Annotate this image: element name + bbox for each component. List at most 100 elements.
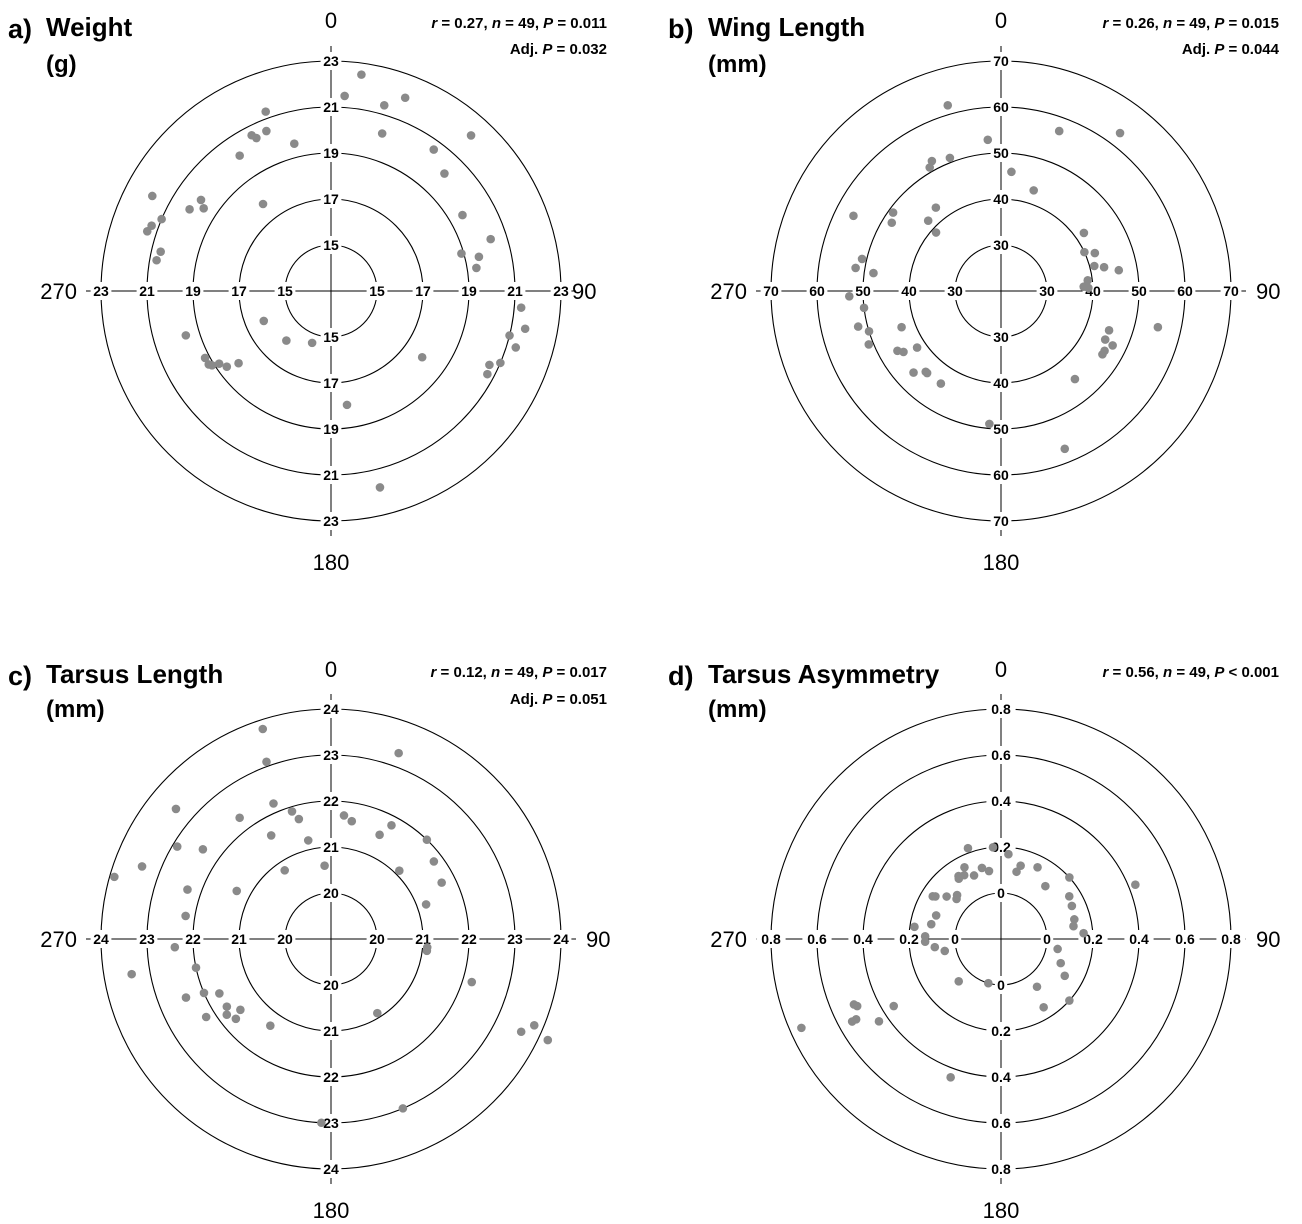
tick-label-bg: [1128, 282, 1150, 300]
data-point: [857, 254, 867, 264]
data-point: [196, 195, 206, 205]
angle-label-270: 270: [40, 927, 77, 952]
tick-label-right: 23: [507, 931, 523, 947]
data-point: [1090, 248, 1100, 258]
data-point: [204, 360, 214, 369]
panel-letter: c): [8, 661, 32, 691]
data-point: [110, 872, 119, 882]
data-point: [458, 210, 467, 220]
data-point: [909, 368, 918, 377]
data-point: [1033, 862, 1042, 872]
tick-label-left: 19: [185, 283, 201, 299]
data-point: [466, 131, 476, 140]
tick-label-left: 17: [231, 283, 247, 299]
data-point: [486, 234, 495, 244]
tick-label-bg: [986, 1114, 1016, 1132]
data-point: [931, 203, 941, 212]
tick-label-down: 30: [993, 329, 1009, 345]
tick-label-up: 20: [323, 885, 339, 901]
tick-label-up: 23: [323, 53, 339, 69]
tick-label-bg: [986, 792, 1016, 810]
tick-label-right: 15: [369, 283, 385, 299]
tick-label-bg: [986, 746, 1016, 764]
data-point: [1115, 128, 1125, 138]
tick-label-bg: [366, 930, 388, 948]
tick-label-left: 21: [139, 283, 155, 299]
data-point: [467, 977, 477, 987]
tick-label-up: 60: [993, 99, 1009, 115]
tick-label-bg: [1036, 282, 1058, 300]
tick-label-bg: [320, 1160, 342, 1178]
data-point: [171, 804, 181, 814]
angle-label-0: 0: [325, 657, 337, 682]
tick-label-bg: [412, 282, 434, 300]
tick-label-bg: [894, 930, 924, 948]
data-point: [191, 963, 201, 972]
tick-label-down: 50: [993, 421, 1009, 437]
tick-label-left: 24: [93, 931, 109, 947]
tick-label-left: 60: [809, 283, 825, 299]
data-point: [1053, 944, 1062, 954]
data-point: [888, 208, 898, 217]
data-point: [864, 340, 874, 349]
data-point: [474, 252, 484, 262]
data-point: [394, 748, 403, 758]
tick-label-bg: [986, 1022, 1016, 1040]
tick-label-bg: [136, 282, 158, 300]
stat-line-1: r = 0.56, n = 49, P < 0.001: [1103, 664, 1279, 681]
tick-label-bg: [320, 420, 342, 438]
data-point: [893, 346, 902, 356]
data-point: [1067, 901, 1077, 911]
tick-label-bg: [990, 328, 1012, 346]
tick-label-down: 0.8: [991, 1161, 1011, 1177]
tick-label-bg: [320, 746, 342, 764]
tick-label-left: 23: [93, 283, 109, 299]
data-point: [287, 807, 297, 816]
tick-label-bg: [320, 838, 342, 856]
data-point: [864, 327, 874, 336]
data-point: [959, 870, 969, 880]
data-point: [910, 922, 919, 932]
tick-label-right: 30: [1039, 283, 1055, 299]
tick-label-bg: [852, 282, 874, 300]
data-point: [222, 1010, 232, 1020]
data-point: [395, 866, 404, 875]
panel-unit: (g): [46, 51, 77, 78]
panel-title: Weight: [46, 12, 133, 42]
data-point: [1079, 928, 1088, 938]
tick-label-bg: [320, 466, 342, 484]
tick-label-bg: [986, 700, 1016, 718]
angle-label-270: 270: [710, 279, 747, 304]
tick-label-right: 17: [415, 283, 431, 299]
tick-label-bg: [228, 282, 250, 300]
tick-label-left: 22: [185, 931, 201, 947]
tick-label-left: 0.8: [761, 931, 781, 947]
data-point: [1029, 186, 1038, 195]
tick-label-left: 21: [231, 931, 247, 947]
tick-label-bg: [990, 236, 1012, 254]
data-point: [984, 978, 993, 988]
data-point: [1131, 880, 1140, 890]
angle-label-180: 180: [313, 1198, 350, 1223]
data-point: [844, 291, 854, 301]
data-point: [851, 263, 860, 273]
tick-label-bg: [1124, 930, 1154, 948]
tick-label-right: 24: [553, 931, 569, 947]
tick-label-bg: [320, 144, 342, 162]
data-point: [897, 322, 906, 332]
data-point: [437, 878, 446, 887]
tick-label-bg: [504, 282, 526, 300]
panel-title: Tarsus Asymmetry: [708, 659, 940, 689]
tick-label-left: 0: [951, 931, 959, 947]
stat-line-2: Adj. P = 0.051: [510, 691, 607, 708]
data-point: [417, 352, 427, 362]
data-point: [280, 866, 289, 875]
data-point: [849, 1000, 859, 1009]
data-point: [266, 831, 276, 840]
data-point: [222, 362, 232, 372]
tick-label-bg: [182, 930, 204, 948]
data-point: [960, 862, 969, 872]
data-point: [398, 1104, 408, 1113]
data-point: [375, 483, 385, 492]
data-point: [942, 892, 951, 901]
